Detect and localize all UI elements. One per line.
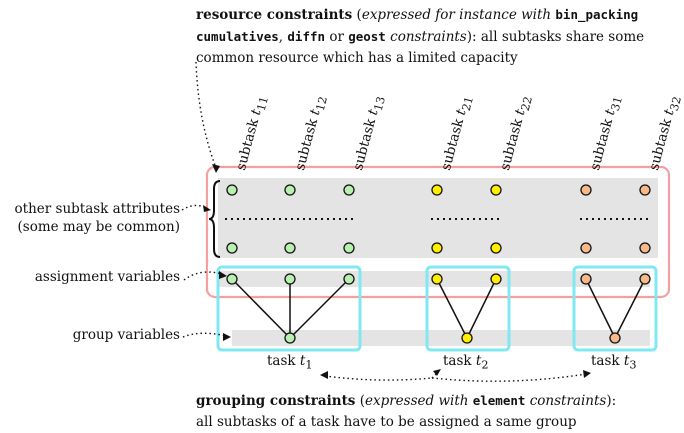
grouping-line2: all subtasks of a task have to be assign… bbox=[196, 414, 577, 430]
arrowhead-resource bbox=[212, 164, 220, 173]
attr-node-t13-top bbox=[343, 184, 355, 196]
resource-constraints-text: resource constraints (expressed for inst… bbox=[196, 4, 676, 69]
task-sub: 3 bbox=[629, 358, 637, 372]
grouping-constraints-title: grouping constraints bbox=[196, 393, 356, 409]
arrowhead-grouping-right bbox=[583, 370, 591, 378]
task-box-3 bbox=[572, 265, 658, 352]
attr-node-t32-bottom bbox=[639, 242, 651, 254]
arrow-assignment bbox=[183, 271, 223, 281]
resource-line3: common resource which has a limited capa… bbox=[196, 50, 518, 66]
task-word: task bbox=[267, 353, 296, 369]
attr-node-t22-top bbox=[490, 184, 502, 196]
task-label-2: task t2 bbox=[443, 353, 489, 372]
expressed-prefix: expressed for instance with bbox=[361, 7, 556, 23]
other-attributes-label: other subtask attributes (some may be co… bbox=[0, 200, 180, 236]
edge-t22 bbox=[466, 278, 497, 339]
edge-t11 bbox=[231, 278, 291, 339]
paren: ( bbox=[355, 393, 365, 409]
task-sym: t bbox=[299, 353, 306, 369]
assign-node-t32 bbox=[639, 273, 651, 285]
edge-t13 bbox=[289, 278, 350, 339]
task-box-1 bbox=[216, 265, 362, 352]
kw-element: element bbox=[472, 393, 526, 408]
edge-t31 bbox=[585, 278, 616, 339]
assign-node-t13 bbox=[343, 273, 355, 285]
attr-node-t11-top bbox=[226, 184, 238, 196]
arrow-resource bbox=[195, 61, 217, 169]
after-paren: ): bbox=[606, 393, 617, 409]
kw-bin-packing: bin_packing bbox=[555, 7, 639, 22]
edge-t32 bbox=[614, 278, 646, 339]
task-box-2 bbox=[425, 265, 511, 352]
after-paren: ): all subtasks share some bbox=[466, 29, 645, 45]
kw-geost: geost bbox=[348, 29, 386, 44]
grouping-constraints-text: grouping constraints (expressed with ele… bbox=[196, 390, 676, 433]
assignment-variables-label: assignment variables bbox=[0, 268, 180, 286]
arrowhead-assignment bbox=[219, 271, 227, 279]
assign-node-t12 bbox=[284, 273, 296, 285]
task-sub: 1 bbox=[305, 358, 313, 372]
kw-cumulatives: cumulatives bbox=[196, 29, 279, 44]
attributes-brace bbox=[208, 180, 221, 258]
attr-node-t32-top bbox=[639, 184, 651, 196]
task-sym: t bbox=[623, 353, 630, 369]
task-word: task bbox=[591, 353, 620, 369]
resource-constraints-title: resource constraints bbox=[196, 7, 353, 23]
attr-node-t21-top bbox=[431, 184, 443, 196]
assign-node-t22 bbox=[490, 273, 502, 285]
task-sub: 2 bbox=[481, 358, 489, 372]
attr-node-t31-bottom bbox=[580, 242, 592, 254]
task-label-1: task t1 bbox=[267, 353, 313, 372]
group-text: group variables bbox=[72, 327, 180, 343]
group-node-t1 bbox=[284, 332, 296, 344]
paren: ( bbox=[352, 7, 362, 23]
other-attributes-line2: (some may be common) bbox=[17, 219, 180, 235]
task-word: task bbox=[443, 353, 472, 369]
constraints-word: constraints bbox=[385, 29, 467, 45]
attr-node-t21-bottom bbox=[431, 242, 443, 254]
attr-node-t12-bottom bbox=[284, 242, 296, 254]
arrow-attributes bbox=[181, 204, 207, 211]
attr-node-t13-bottom bbox=[343, 242, 355, 254]
attr-node-t31-top bbox=[580, 184, 592, 196]
group-variables-label: group variables bbox=[0, 326, 180, 344]
or-text: or bbox=[325, 29, 349, 45]
comma: , bbox=[278, 29, 288, 45]
assign-node-t11 bbox=[226, 273, 238, 285]
assign-node-t21 bbox=[431, 273, 443, 285]
task-label-3: task t3 bbox=[591, 353, 637, 372]
arrowhead-grouping-mid bbox=[433, 369, 441, 376]
attr-node-t11-bottom bbox=[226, 242, 238, 254]
arrowhead-group bbox=[223, 333, 231, 341]
arrow-grouping-mid bbox=[431, 371, 439, 379]
group-node-t3 bbox=[609, 332, 621, 344]
group-band bbox=[232, 330, 650, 346]
constraints-word: constraints bbox=[525, 393, 607, 409]
task-sym: t bbox=[475, 353, 482, 369]
arrow-grouping-left bbox=[324, 375, 433, 381]
attr-node-t22-bottom bbox=[490, 242, 502, 254]
other-attributes-line1: other subtask attributes bbox=[14, 201, 180, 217]
resource-box bbox=[205, 165, 671, 299]
arrowhead-grouping-left bbox=[320, 371, 328, 379]
group-node-t2 bbox=[461, 332, 473, 344]
arrow-grouping-right bbox=[431, 373, 587, 382]
assign-node-t31 bbox=[580, 273, 592, 285]
arrowhead-attributes bbox=[203, 205, 211, 212]
expressed-prefix: expressed with bbox=[364, 393, 473, 409]
assignment-text: assignment variables bbox=[34, 269, 180, 285]
attr-node-t12-top bbox=[284, 184, 296, 196]
edge-t21 bbox=[436, 278, 468, 339]
arrow-group bbox=[182, 332, 227, 338]
kw-diffn: diffn bbox=[287, 29, 326, 44]
